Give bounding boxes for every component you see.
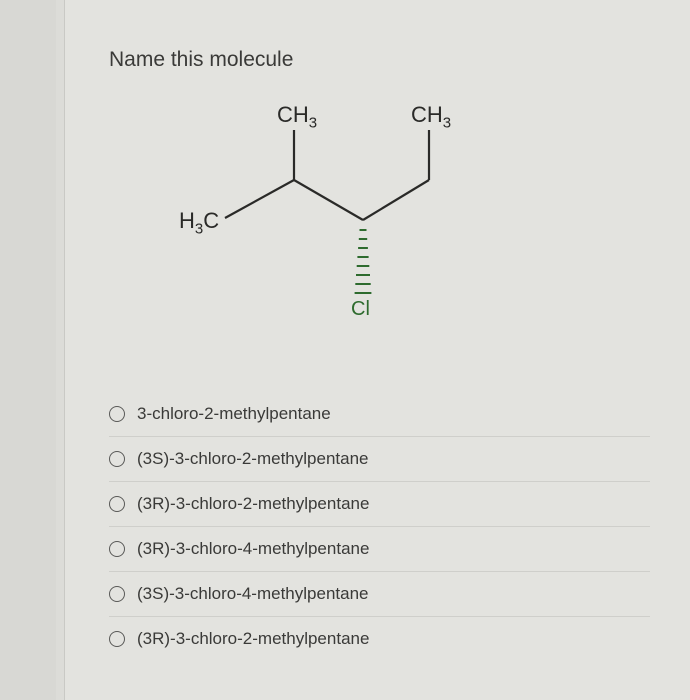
option-label: (3R)-3-chloro-4-methylpentane <box>137 539 369 559</box>
radio-icon <box>109 406 125 422</box>
option-row[interactable]: (3S)-3-chloro-4-methylpentane <box>109 572 650 617</box>
panel-left-edge <box>56 0 64 700</box>
option-row[interactable]: 3-chloro-2-methylpentane <box>109 392 650 437</box>
radio-icon <box>109 586 125 602</box>
option-label: (3R)-3-chloro-2-methylpentane <box>137 629 369 649</box>
option-label: (3R)-3-chloro-2-methylpentane <box>137 494 369 514</box>
option-row[interactable]: (3R)-3-chloro-2-methylpentane <box>109 617 650 661</box>
option-row[interactable]: (3R)-3-chloro-4-methylpentane <box>109 527 650 572</box>
bond-svg <box>109 102 609 352</box>
question-title: Name this molecule <box>109 48 650 72</box>
radio-icon <box>109 451 125 467</box>
molecule-diagram: CH3 CH3 H3C Cl <box>109 102 650 352</box>
bond-3 <box>294 180 363 220</box>
radio-icon <box>109 631 125 647</box>
option-label: (3S)-3-chloro-2-methylpentane <box>137 449 369 469</box>
radio-icon <box>109 541 125 557</box>
hashed-wedge <box>355 230 372 293</box>
option-row[interactable]: (3S)-3-chloro-2-methylpentane <box>109 437 650 482</box>
option-row[interactable]: (3R)-3-chloro-2-methylpentane <box>109 482 650 527</box>
option-label: (3S)-3-chloro-4-methylpentane <box>137 584 369 604</box>
options-list: 3-chloro-2-methylpentane (3S)-3-chloro-2… <box>109 392 650 661</box>
bond-1 <box>225 180 294 218</box>
question-card: Name this molecule CH3 CH3 H3C Cl <box>64 0 690 700</box>
option-label: 3-chloro-2-methylpentane <box>137 404 331 424</box>
bond-4 <box>363 180 429 220</box>
radio-icon <box>109 496 125 512</box>
